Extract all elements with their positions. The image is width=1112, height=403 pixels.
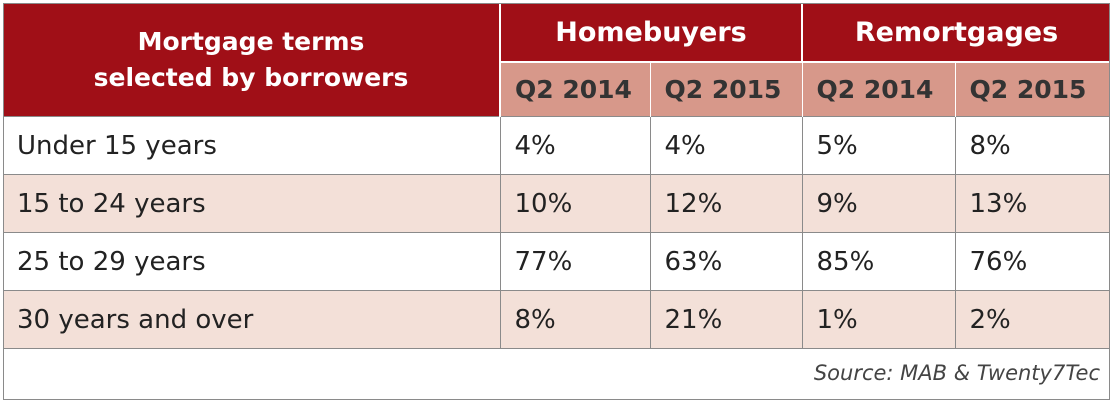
column-group-remortgages: Remortgages [802, 3, 1111, 63]
table-cell: 5% [802, 116, 956, 175]
table-title: Mortgage terms selected by borrowers [3, 3, 501, 117]
source-row: Source: MAB & Twenty7Tec [3, 348, 1111, 396]
table-cell: 76% [955, 232, 1111, 291]
table-row: 15 to 24 years 10% 12% 9% 13% [3, 174, 1111, 233]
row-label: 30 years and over [3, 290, 501, 349]
column-header-homebuyers-q2-2014: Q2 2014 [500, 62, 651, 117]
table-cell: 8% [500, 290, 651, 349]
table-row: 30 years and over 8% 21% 1% 2% [3, 290, 1111, 349]
table-row: Under 15 years 4% 4% 5% 8% [3, 116, 1111, 175]
table-cell: 10% [500, 174, 651, 233]
column-header-remortgages-q2-2014: Q2 2014 [802, 62, 956, 117]
table-cell: 9% [802, 174, 956, 233]
table-cell: 12% [650, 174, 803, 233]
column-header-homebuyers-q2-2015: Q2 2015 [650, 62, 803, 117]
row-label: Under 15 years [3, 116, 501, 175]
table-cell: 21% [650, 290, 803, 349]
table-cell: 4% [650, 116, 803, 175]
column-group-homebuyers: Homebuyers [500, 3, 804, 63]
column-header-remortgages-q2-2015: Q2 2015 [955, 62, 1111, 117]
table-row: 25 to 29 years 77% 63% 85% 76% [3, 232, 1111, 291]
table-cell: 1% [802, 290, 956, 349]
table-cell: 63% [650, 232, 803, 291]
table-cell: 4% [500, 116, 651, 175]
mortgage-terms-table: Mortgage terms selected by borrowers Hom… [3, 3, 1111, 396]
table-cell: 13% [955, 174, 1111, 233]
table-cell: 2% [955, 290, 1111, 349]
table-cell: 77% [500, 232, 651, 291]
row-label: 15 to 24 years [3, 174, 501, 233]
table-cell: 85% [802, 232, 956, 291]
table-cell: 8% [955, 116, 1111, 175]
row-label: 25 to 29 years [3, 232, 501, 291]
table-title-line-2: selected by borrowers [93, 62, 409, 92]
table-title-line-1: Mortgage terms [137, 26, 365, 56]
source-note: Source: MAB & Twenty7Tec [3, 348, 1111, 396]
